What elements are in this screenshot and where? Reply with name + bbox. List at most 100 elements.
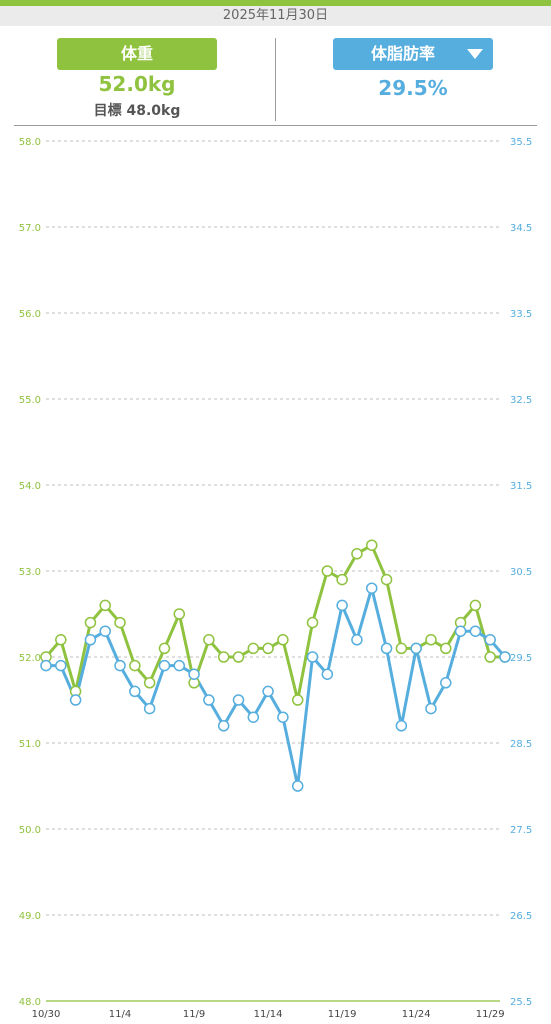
left-axis-tick-label: 48.0 (19, 997, 41, 1008)
weight-data-point[interactable] (173, 608, 186, 620)
body-fat-data-point[interactable] (410, 642, 422, 655)
body-fat-data-point[interactable] (351, 634, 363, 646)
weight-data-point[interactable] (129, 659, 141, 672)
weight-data-point[interactable] (247, 642, 260, 655)
weight-data-point[interactable] (425, 634, 437, 646)
weight-data-point[interactable] (351, 548, 363, 560)
weight-tab-button[interactable]: 体重 (57, 38, 217, 70)
right-axis-tick-label: 30.5 (510, 567, 532, 578)
body-fat-data-point[interactable] (129, 685, 141, 698)
weight-data-point[interactable] (262, 642, 274, 655)
right-axis-tick-label: 26.5 (510, 911, 532, 922)
body-fat-data-point[interactable] (188, 668, 200, 680)
right-axis-tick-label: 33.5 (510, 309, 532, 320)
body-fat-data-point[interactable] (203, 694, 215, 706)
body-fat-data-point[interactable] (440, 677, 452, 689)
weight-data-point[interactable] (395, 642, 408, 655)
body-fat-data-point[interactable] (306, 651, 319, 663)
body-fat-data-point[interactable] (454, 625, 467, 637)
body-fat-dropdown-button[interactable]: 体脂肪率 (333, 38, 493, 70)
weight-data-point[interactable] (203, 634, 215, 646)
right-axis-tick-label: 25.5 (510, 997, 532, 1008)
left-axis-tick-label: 58.0 (19, 137, 41, 148)
right-axis-tick-label: 29.5 (510, 653, 532, 664)
weight-data-point[interactable] (291, 694, 304, 706)
summary-header: 体重 52.0kg 目標 48.0kg 体脂肪率 29.5% (0, 26, 551, 126)
date-bar: 2025年11月30日 (0, 6, 551, 26)
x-axis-tick-label: 11/24 (402, 1009, 431, 1020)
right-axis-tick-label: 27.5 (510, 825, 532, 836)
target-weight: 目標 48.0kg (93, 103, 181, 119)
left-axis-tick-label: 53.0 (19, 567, 41, 578)
weight-data-point[interactable] (84, 616, 97, 629)
x-axis-tick-label: 10/30 (32, 1009, 61, 1020)
weight-data-point[interactable] (380, 573, 393, 586)
weight-data-point[interactable] (484, 651, 496, 663)
body-fat-data-point[interactable] (499, 651, 511, 663)
weight-data-point[interactable] (321, 565, 334, 577)
body-fat-data-point[interactable] (380, 642, 393, 655)
body-fat-data-point[interactable] (336, 599, 348, 612)
right-axis-tick-label: 34.5 (510, 223, 532, 234)
body-fat-value: 29.5% (378, 76, 448, 100)
weight-data-point[interactable] (143, 677, 156, 689)
body-fat-data-point[interactable] (365, 582, 378, 594)
weight-data-point[interactable] (440, 642, 452, 655)
right-axis-tick-label: 35.5 (510, 137, 532, 148)
body-fat-data-point[interactable] (173, 659, 186, 672)
right-axis-tick-label: 28.5 (510, 739, 532, 750)
body-fat-data-point[interactable] (484, 634, 496, 646)
body-fat-data-point[interactable] (143, 702, 156, 715)
dropdown-triangle-icon (467, 49, 483, 59)
body-fat-data-point[interactable] (84, 634, 97, 646)
left-axis-tick-label: 52.0 (19, 653, 41, 664)
left-axis-tick-label: 56.0 (19, 309, 41, 320)
body-fat-data-point[interactable] (291, 780, 304, 792)
right-axis-tick-label: 32.5 (510, 395, 532, 406)
body-fat-data-point[interactable] (114, 659, 126, 672)
header-divider (275, 38, 276, 121)
weight-data-point[interactable] (469, 599, 482, 612)
date-label: 2025年11月30日 (222, 8, 329, 23)
left-axis-tick-label: 54.0 (19, 481, 41, 492)
body-fat-data-point[interactable] (321, 668, 334, 680)
left-axis-tick-label: 57.0 (19, 223, 41, 234)
body-fat-data-point[interactable] (69, 694, 82, 706)
weight-data-point[interactable] (158, 642, 171, 655)
body-fat-data-point[interactable] (232, 694, 245, 706)
x-axis-tick-label: 11/14 (254, 1009, 283, 1020)
body-fat-data-point[interactable] (158, 659, 171, 672)
x-axis-tick-label: 11/29 (476, 1009, 505, 1020)
body-fat-tab-label: 体脂肪率 (370, 44, 435, 63)
weight-data-point[interactable] (277, 634, 289, 646)
body-fat-data-point[interactable] (247, 711, 260, 723)
weight-data-point[interactable] (217, 651, 230, 663)
right-axis-tick-label: 31.5 (510, 481, 532, 492)
weight-data-point[interactable] (232, 651, 245, 663)
body-fat-data-point[interactable] (217, 720, 230, 732)
body-fat-data-point[interactable] (262, 685, 274, 698)
body-fat-data-point[interactable] (55, 659, 67, 672)
body-fat-data-point[interactable] (99, 625, 111, 637)
x-axis-tick-label: 11/9 (183, 1009, 205, 1020)
body-fat-data-point[interactable] (469, 625, 482, 637)
body-fat-data-point[interactable] (425, 702, 437, 715)
body-fat-data-point[interactable] (395, 720, 408, 732)
weight-data-point[interactable] (99, 599, 111, 612)
weight-data-point[interactable] (114, 616, 126, 629)
x-axis-tick-label: 11/4 (109, 1009, 131, 1020)
body-fat-data-point[interactable] (40, 659, 52, 672)
header-bottom-divider (14, 125, 537, 126)
weight-data-point[interactable] (365, 539, 378, 551)
weight-data-point[interactable] (336, 573, 348, 586)
body-fat-data-point[interactable] (277, 711, 289, 723)
weight-data-point[interactable] (55, 634, 67, 646)
left-axis-tick-label: 51.0 (19, 739, 41, 750)
x-axis-tick-label: 11/19 (328, 1009, 357, 1020)
weight-data-point[interactable] (306, 616, 319, 629)
left-axis-tick-label: 49.0 (19, 911, 41, 922)
left-axis-tick-label: 50.0 (19, 825, 41, 836)
weight-value: 52.0kg (98, 72, 176, 96)
left-axis-tick-label: 55.0 (19, 395, 41, 406)
